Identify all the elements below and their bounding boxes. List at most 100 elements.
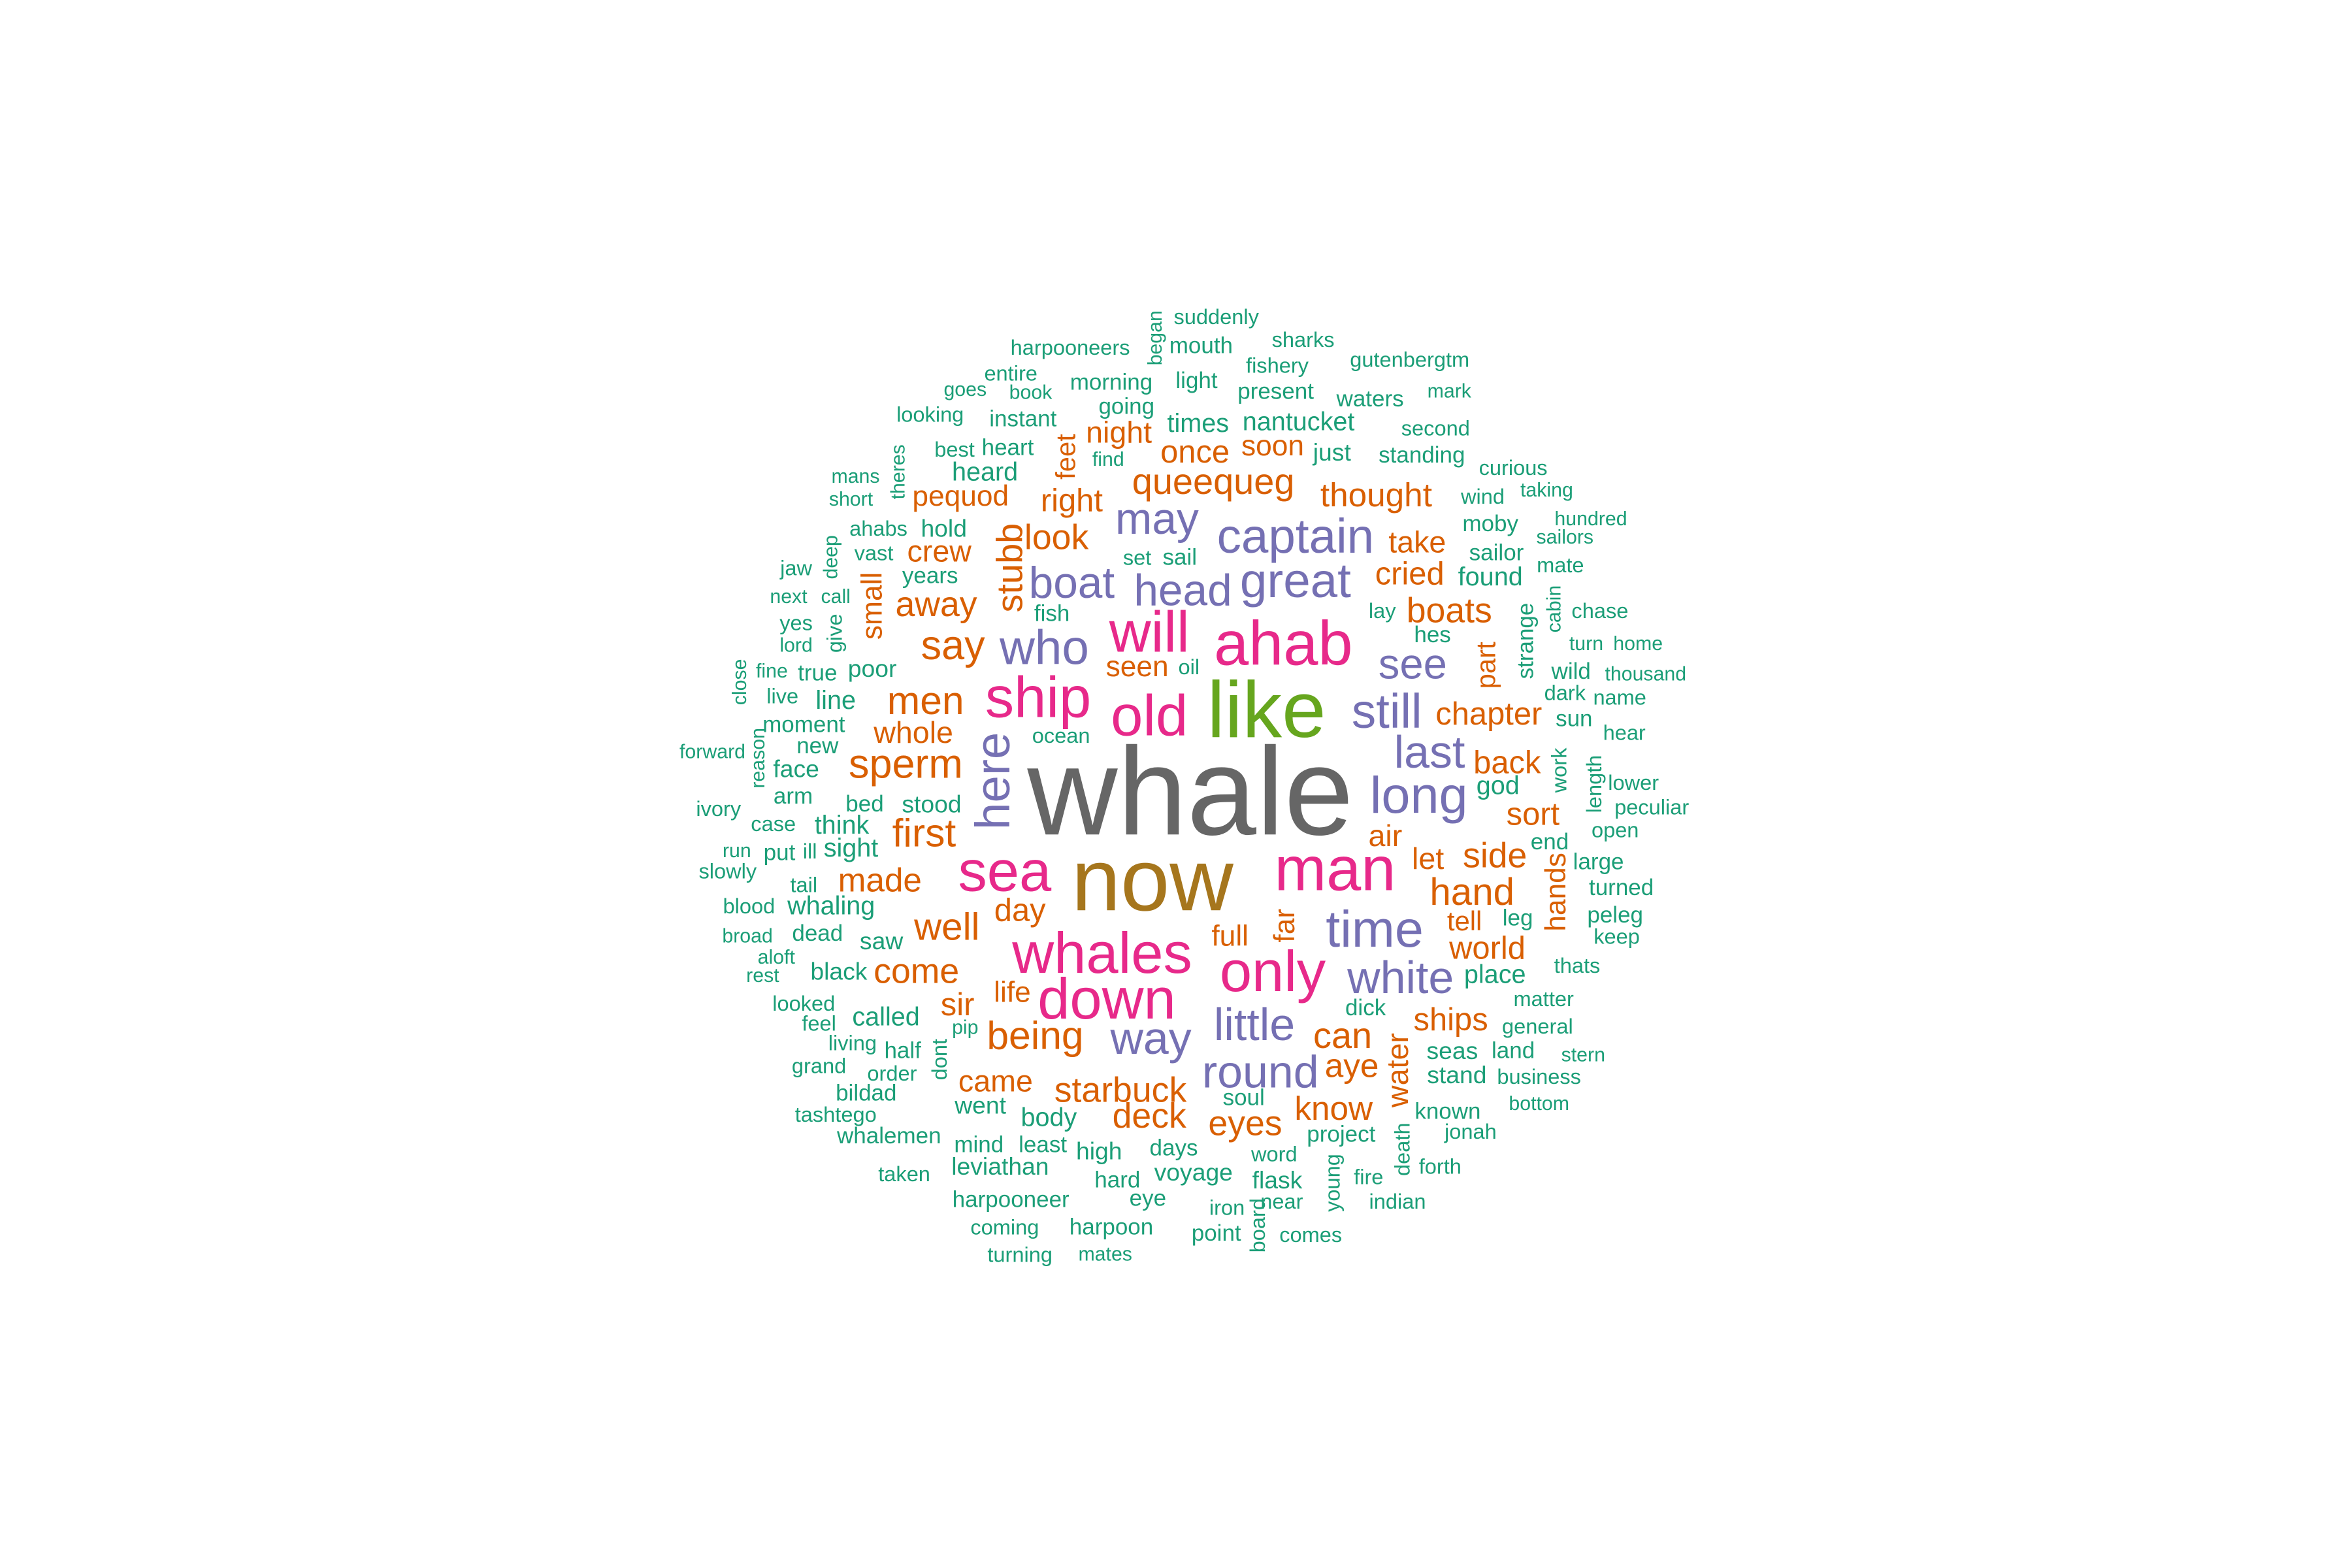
word-general: general (1502, 1014, 1573, 1038)
word-head: head (1134, 566, 1232, 615)
word-sun: sun (1556, 706, 1592, 731)
word-strange: strange (1512, 603, 1538, 679)
word-eyes: eyes (1208, 1104, 1282, 1143)
word-just: just (1313, 438, 1352, 466)
word-looking: looking (896, 402, 964, 426)
word-thats: thats (1554, 953, 1601, 977)
word-true: true (798, 660, 837, 685)
word-moment: moment (762, 712, 845, 738)
word-little: little (1214, 999, 1295, 1050)
word-half: half (884, 1037, 921, 1063)
word-who: who (999, 619, 1089, 674)
word-blood: blood (723, 894, 776, 918)
word-slowly: slowly (698, 858, 757, 883)
word-goes: goes (943, 379, 987, 400)
word-turned: turned (1589, 875, 1654, 900)
word-tell: tell (1447, 906, 1482, 936)
word-name: name (1593, 685, 1646, 710)
word-soul: soul (1223, 1085, 1265, 1111)
word-dick: dick (1345, 995, 1386, 1021)
word-time: time (1326, 900, 1424, 958)
word-sail: sail (1163, 544, 1198, 570)
word-entire: entire (984, 361, 1037, 385)
word-body: body (1021, 1103, 1077, 1132)
word-run: run (723, 840, 751, 862)
word-cabin: cabin (1544, 585, 1565, 632)
word-seen: seen (1106, 651, 1169, 683)
word-forth: forth (1419, 1154, 1462, 1178)
word-let: let (1412, 841, 1444, 875)
word-sight: sight (824, 834, 879, 862)
word-men: men (887, 678, 964, 723)
word-god: god (1477, 771, 1520, 800)
word-close: close (729, 659, 751, 706)
word-point: point (1192, 1220, 1241, 1246)
word-captain: captain (1217, 508, 1375, 563)
word-grand: grand (792, 1054, 846, 1078)
word-morning: morning (1070, 369, 1152, 395)
word-stubb: stubb (988, 523, 1030, 613)
word-taken: taken (878, 1162, 930, 1186)
word-call: call (821, 586, 850, 608)
word-reason: reason (747, 728, 769, 789)
word-part: part (1471, 642, 1501, 689)
word-hand: hand (1429, 871, 1514, 913)
word-fish: fish (1034, 601, 1070, 627)
word-take: take (1388, 525, 1446, 559)
word-black: black (810, 958, 867, 985)
word-days: days (1150, 1135, 1198, 1160)
word-mate: mate (1537, 553, 1584, 577)
word-ships: ships (1414, 1002, 1488, 1037)
word-suddenly: suddenly (1173, 304, 1259, 329)
word-word: word (1250, 1142, 1298, 1166)
word-went: went (954, 1092, 1006, 1119)
word-length: length (1582, 755, 1606, 813)
word-board: board (1245, 1198, 1269, 1252)
word-harpooneers: harpooneers (1011, 335, 1130, 359)
word-turning: turning (987, 1243, 1053, 1267)
word-found: found (1458, 563, 1523, 591)
word-fine: fine (756, 661, 788, 682)
word-may: may (1115, 495, 1199, 544)
word-taking: taking (1520, 480, 1573, 501)
word-times: times (1168, 409, 1230, 438)
word-like: like (1207, 665, 1326, 754)
word-sharks: sharks (1272, 327, 1335, 351)
word-will: will (1109, 600, 1190, 664)
word-water: water (1380, 1033, 1414, 1108)
word-old: old (1111, 683, 1188, 748)
word-project: project (1307, 1121, 1375, 1147)
word-deep: deep (821, 535, 842, 579)
word-keep: keep (1593, 924, 1640, 949)
word-going: going (1098, 394, 1154, 419)
word-ocean: ocean (1032, 723, 1090, 747)
word-aye: aye (1325, 1047, 1379, 1085)
word-short: short (829, 489, 874, 510)
word-down: down (1037, 966, 1176, 1031)
word-hundred: hundred (1554, 508, 1627, 530)
word-mind: mind (954, 1132, 1004, 1158)
word-whole: whole (873, 715, 953, 749)
word-called: called (852, 1003, 919, 1032)
word-second: second (1401, 416, 1470, 440)
word-pequod: pequod (912, 480, 1009, 512)
word-fire: fire (1354, 1165, 1383, 1189)
word-full: full (1211, 921, 1249, 953)
word-aloft: aloft (758, 947, 796, 968)
word-boat: boat (1029, 559, 1115, 608)
word-stern: stern (1561, 1044, 1605, 1066)
word-put: put (764, 840, 796, 865)
word-rest: rest (746, 965, 779, 987)
word-broad: broad (722, 926, 773, 947)
word-jonah: jonah (1444, 1119, 1497, 1143)
word-voyage: voyage (1154, 1158, 1233, 1186)
word-large: large (1573, 849, 1624, 874)
word-sperm: sperm (849, 742, 963, 787)
word-home: home (1613, 633, 1663, 655)
word-peculiar: peculiar (1614, 795, 1689, 819)
word-stand: stand (1427, 1061, 1486, 1088)
word-young: young (1320, 1154, 1344, 1212)
word-order: order (867, 1061, 917, 1085)
word-starbuck: starbuck (1054, 1070, 1187, 1109)
